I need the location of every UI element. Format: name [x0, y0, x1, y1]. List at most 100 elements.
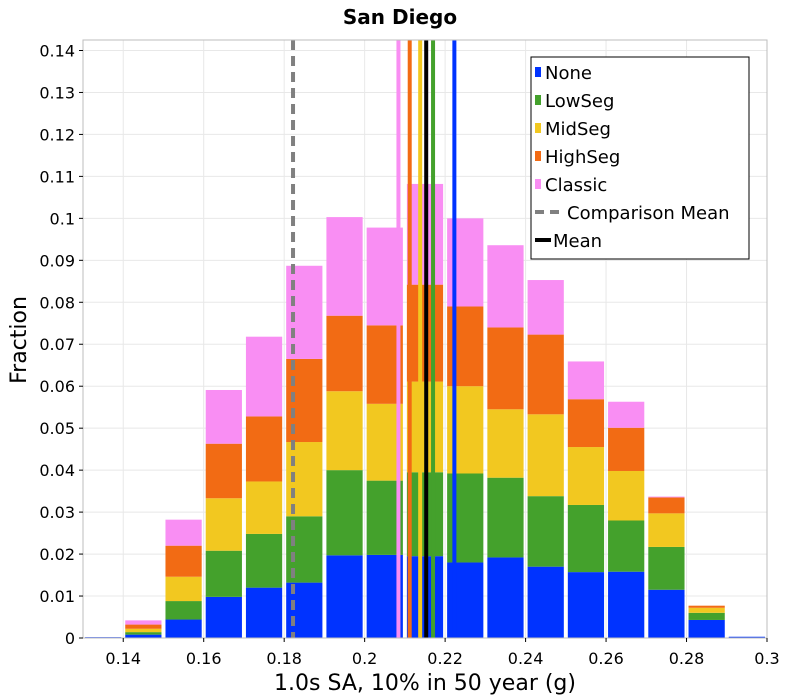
bar-classic-11 — [527, 280, 564, 335]
bar-lowseg-6 — [326, 470, 363, 556]
bar-midseg-2 — [165, 576, 202, 602]
bar-lowseg-12 — [567, 504, 605, 573]
legend-label-classic: Classic — [545, 175, 607, 196]
y-tick-label: 0 — [65, 629, 75, 648]
x-tick-label: 0.3 — [754, 649, 779, 668]
bar-highseg-11 — [527, 334, 564, 415]
bar-highseg-10 — [487, 327, 524, 410]
bar-highseg-14 — [648, 497, 685, 514]
legend-swatch-lowseg — [535, 95, 541, 105]
bar-none-11 — [527, 566, 564, 638]
bar-none-14 — [648, 589, 685, 638]
y-tick-label: 0.04 — [39, 461, 75, 480]
bar-midseg-6 — [326, 391, 363, 471]
mean-lines — [291, 40, 457, 638]
bar-midseg-13 — [608, 470, 645, 521]
x-tick-label: 0.16 — [186, 649, 222, 668]
bar-lowseg-13 — [608, 520, 645, 572]
bar-lowseg-11 — [527, 496, 564, 567]
bar-highseg-15 — [688, 605, 725, 608]
axis-ticks: 0.14 0.16 0.18 0.2 0.22 0.24 0.26 0.28 0.3 0 0.01 0… — [39, 41, 779, 668]
bar-none-12 — [567, 572, 605, 638]
bar-classic-6 — [326, 217, 363, 316]
legend: None LowSeg MidSeg HighSeg Classic Comparison… — [530, 56, 750, 260]
bar-classic-2 — [165, 519, 202, 546]
bar-none-10 — [487, 557, 524, 638]
bar-classic-12 — [567, 361, 605, 400]
legend-swatch-highseg — [535, 151, 541, 161]
y-tick-label: 0.06 — [39, 377, 75, 396]
bar-midseg-1 — [125, 628, 162, 633]
bar-lowseg-1 — [125, 632, 162, 635]
y-tick-label: 0.07 — [39, 335, 75, 354]
bar-lowseg-4 — [245, 533, 283, 588]
bar-highseg-13 — [608, 427, 645, 471]
y-tick-label: 0.02 — [39, 545, 75, 564]
bar-none-15 — [688, 619, 725, 638]
legend-swatch-none — [535, 67, 541, 77]
y-tick-label: 0.01 — [39, 587, 75, 606]
bar-highseg-3 — [205, 443, 242, 499]
y-tick-label: 0.14 — [39, 41, 75, 60]
x-tick-label: 0.18 — [266, 649, 302, 668]
y-axis-title: Fraction — [7, 296, 32, 384]
x-axis-title: 1.0s SA, 10% in 50 year (g) — [274, 671, 576, 696]
legend-label-lowseg: LowSeg — [545, 91, 614, 112]
bar-lowseg-10 — [487, 477, 524, 558]
bar-midseg-14 — [648, 513, 685, 547]
bar-highseg-1 — [125, 624, 162, 629]
legend-box — [530, 56, 750, 260]
bar-classic-14 — [648, 496, 685, 498]
bar-highseg-6 — [326, 315, 363, 392]
legend-label-comparison-mean: Comparison Mean — [567, 203, 730, 224]
x-tick-label: 0.2 — [352, 649, 377, 668]
legend-label-midseg: MidSeg — [545, 119, 611, 140]
plot-frame — [82, 39, 768, 639]
y-tick-label: 0.09 — [39, 251, 75, 270]
legend-label-none: None — [545, 63, 592, 84]
y-tick-label: 0.12 — [39, 125, 75, 144]
bar-midseg-15 — [688, 607, 725, 613]
bar-none-2 — [165, 619, 202, 638]
bar-classic-1 — [125, 620, 162, 625]
y-tick-label: 0.08 — [39, 293, 75, 312]
bar-highseg-2 — [165, 545, 202, 577]
bar-lowseg-3 — [205, 550, 242, 597]
x-tick-label: 0.26 — [588, 649, 624, 668]
bar-highseg-12 — [567, 399, 605, 448]
bar-lowseg-15 — [688, 612, 725, 620]
bar-midseg-4 — [245, 481, 283, 534]
x-tick-label: 0.14 — [105, 649, 141, 668]
bar-classic-4 — [245, 336, 283, 417]
bar-midseg-11 — [527, 414, 564, 497]
bar-none-13 — [608, 571, 645, 638]
x-tick-label: 0.22 — [427, 649, 463, 668]
bar-midseg-3 — [205, 498, 242, 551]
bar-none-4 — [245, 587, 283, 638]
x-tick-label: 0.24 — [508, 649, 544, 668]
bar-none-6 — [326, 555, 363, 638]
y-tick-label: 0.05 — [39, 419, 75, 438]
chart-title: San Diego — [343, 5, 457, 29]
bar-none-3 — [205, 596, 242, 638]
bar-classic-13 — [608, 401, 645, 428]
legend-label-highseg: HighSeg — [545, 147, 620, 168]
y-tick-label: 0.03 — [39, 503, 75, 522]
bar-lowseg-14 — [648, 546, 685, 590]
bar-lowseg-2 — [165, 601, 202, 620]
bar-classic-3 — [205, 389, 242, 444]
bar-highseg-4 — [245, 416, 283, 482]
bar-none-16 — [728, 636, 765, 638]
legend-swatch-classic — [535, 179, 541, 189]
legend-label-mean: Mean — [553, 231, 602, 252]
bar-classic-10 — [487, 245, 524, 328]
bar-midseg-12 — [567, 447, 605, 505]
y-tick-label: 0.13 — [39, 83, 75, 102]
legend-swatch-midseg — [535, 123, 541, 133]
x-tick-label: 0.28 — [669, 649, 705, 668]
y-tick-label: 0.1 — [50, 209, 75, 228]
y-tick-label: 0.11 — [39, 167, 75, 186]
bar-midseg-10 — [487, 409, 524, 478]
bar-none-1 — [125, 634, 162, 638]
